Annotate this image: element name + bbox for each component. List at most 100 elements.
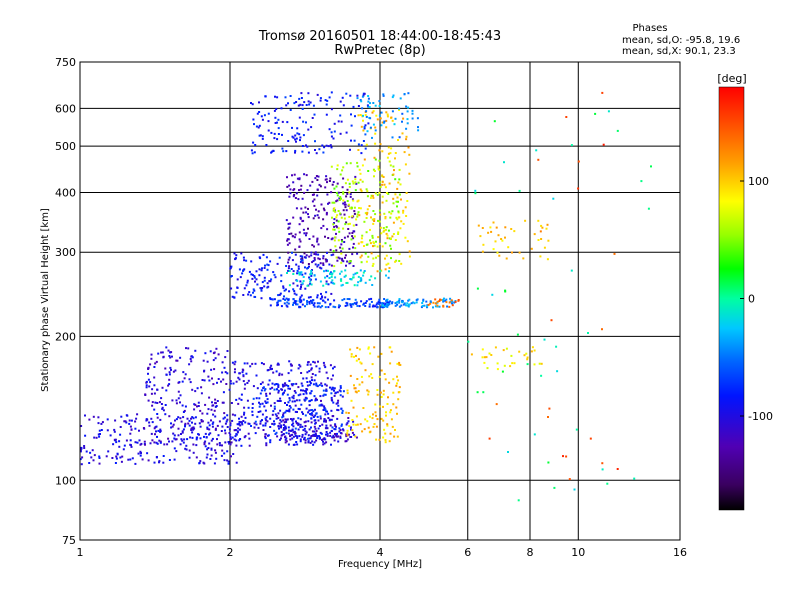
- echo-point: [219, 444, 221, 447]
- echo-point: [276, 383, 279, 386]
- echo-point: [336, 435, 339, 438]
- echo-point: [172, 432, 175, 435]
- echo-point: [189, 358, 192, 360]
- echo-point: [394, 429, 396, 431]
- echo-point: [329, 424, 332, 427]
- echo-point: [562, 455, 564, 458]
- echo-point: [284, 299, 287, 301]
- echo-point: [333, 428, 336, 431]
- echo-point: [130, 419, 133, 422]
- echo-point: [197, 401, 200, 404]
- echo-point: [296, 177, 299, 180]
- echo-point: [260, 389, 263, 392]
- echo-point: [168, 459, 171, 461]
- echo-point: [279, 425, 282, 428]
- echo-point: [389, 411, 392, 414]
- echo-point: [372, 245, 374, 248]
- echo-point: [160, 397, 163, 400]
- echo-point: [323, 364, 326, 367]
- echo-point: [273, 407, 276, 410]
- echo-point: [275, 417, 278, 420]
- echo-point: [444, 299, 447, 302]
- echo-point: [182, 428, 185, 431]
- echo-point: [311, 430, 314, 433]
- echo-point: [374, 411, 377, 414]
- echo-point: [370, 275, 373, 278]
- echo-point: [237, 402, 240, 405]
- echo-point: [361, 381, 364, 384]
- echo-point: [292, 270, 295, 273]
- echo-point: [191, 421, 193, 424]
- echo-point: [318, 148, 321, 151]
- echo-point: [193, 403, 196, 406]
- echo-point: [526, 363, 529, 366]
- echo-point: [389, 432, 392, 435]
- echo-point: [548, 407, 551, 410]
- echo-point: [398, 391, 401, 394]
- echo-point: [206, 360, 209, 363]
- echo-point: [352, 265, 355, 267]
- echo-point: [294, 149, 297, 152]
- echo-point: [136, 413, 139, 416]
- echo-point: [100, 429, 103, 431]
- echo-point: [541, 226, 544, 229]
- echo-point: [149, 381, 152, 384]
- echo-point: [330, 292, 333, 295]
- echo-point: [311, 379, 313, 382]
- echo-point: [295, 207, 298, 210]
- echo-point: [354, 387, 357, 390]
- echo-point: [247, 422, 250, 425]
- echo-point: [170, 368, 172, 371]
- echo-point: [292, 394, 295, 397]
- echo-point: [280, 388, 283, 391]
- echo-point: [317, 257, 320, 260]
- echo-point: [317, 243, 320, 246]
- echo-point: [238, 397, 241, 400]
- echo-point: [240, 393, 243, 396]
- echo-point: [358, 305, 361, 308]
- echo-point: [191, 431, 194, 434]
- echo-point: [296, 284, 299, 287]
- echo-point: [385, 232, 388, 235]
- echo-point: [384, 302, 387, 305]
- echo-point: [239, 276, 242, 279]
- echo-point: [278, 422, 281, 425]
- echo-point: [390, 257, 392, 260]
- echo-point: [291, 400, 294, 403]
- echo-point: [302, 228, 305, 231]
- echo-point: [116, 453, 119, 456]
- echo-point: [491, 293, 494, 296]
- echo-point: [385, 254, 388, 257]
- echo-point: [336, 226, 339, 229]
- echo-point: [256, 415, 259, 418]
- echo-point: [285, 304, 288, 307]
- echo-point: [282, 150, 285, 153]
- echo-point: [312, 104, 315, 107]
- echo-point: [412, 301, 415, 304]
- echo-point: [402, 303, 405, 306]
- echo-point: [315, 365, 318, 368]
- echo-point: [134, 427, 137, 430]
- echo-point: [397, 398, 400, 401]
- echo-point: [269, 366, 272, 369]
- echo-point: [248, 444, 251, 447]
- echo-point: [319, 97, 322, 100]
- echo-point: [315, 208, 317, 211]
- echo-point: [357, 242, 360, 245]
- echo-point: [379, 270, 382, 273]
- echo-point: [337, 440, 340, 443]
- echo-point: [336, 182, 339, 185]
- echo-point: [309, 101, 312, 104]
- echo-point: [277, 299, 280, 302]
- echo-point: [255, 374, 258, 377]
- echo-point: [375, 414, 377, 417]
- echo-point: [260, 289, 263, 292]
- echo-point: [175, 359, 178, 362]
- echo-point: [442, 304, 445, 307]
- echo-point: [178, 381, 181, 384]
- echo-point: [386, 156, 389, 159]
- echo-point: [390, 418, 393, 421]
- echo-point: [148, 385, 151, 388]
- echo-point: [189, 381, 192, 384]
- echo-point: [320, 432, 323, 435]
